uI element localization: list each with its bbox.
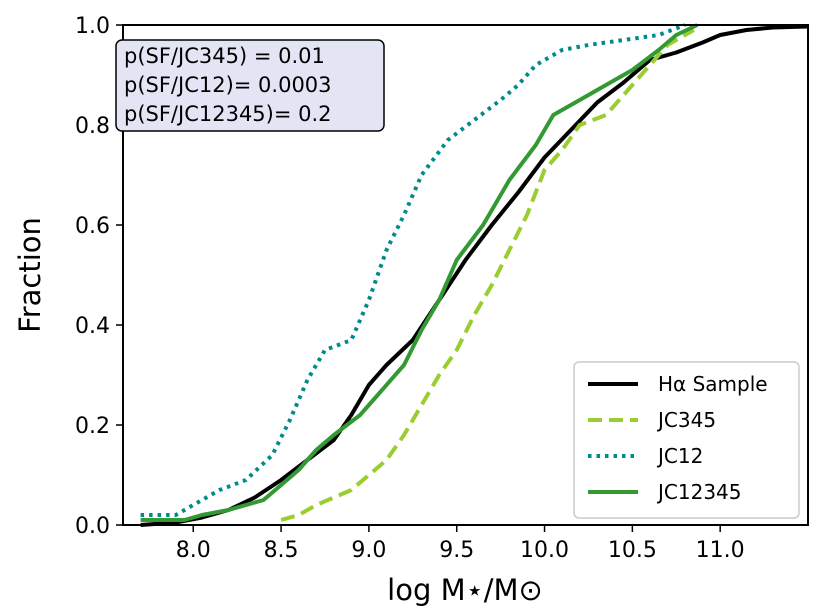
legend-box (573, 361, 800, 519)
plot-frame (122, 24, 809, 526)
annotation-line-3: p(SF/JC12345)= 0.2 (124, 102, 332, 126)
annotation-line-1: p(SF/JC345) = 0.01 (124, 44, 325, 68)
annotation-box: p(SF/JC345) = 0.01 p(SF/JC12)= 0.0003 p(… (115, 39, 385, 132)
x-tick-label: 9.0 (351, 538, 386, 563)
x-tick-label: 8.0 (176, 538, 211, 563)
series-line-h-sample (140, 24, 809, 527)
x-axis: 8.0 8.5 9.0 9.5 10.0 10.5 11.0 (176, 525, 745, 563)
y-tick-label: 0.2 (75, 414, 110, 439)
legend-label: Hα Sample (658, 372, 768, 396)
series-line-jc345 (280, 28, 695, 522)
x-axis-label: log M⋆/M⊙ (387, 573, 543, 607)
x-tick-label: 8.5 (264, 538, 299, 563)
y-tick-label: 0.0 (75, 514, 110, 539)
y-tick-label: 0.4 (75, 314, 110, 339)
legend-label: JC12345 (656, 480, 742, 504)
y-tick-label: 0.6 (75, 214, 110, 239)
series-line-jc12345 (140, 23, 699, 522)
y-tick-label: 1.0 (75, 14, 110, 39)
annotation-background (115, 39, 385, 132)
x-tick-label: 10.5 (608, 538, 657, 563)
plot-area (140, 23, 809, 527)
legend: Hα Sample JC345 JC12 JC12345 (573, 361, 800, 519)
y-tick-label: 0.8 (75, 114, 110, 139)
annotation-line-2: p(SF/JC12)= 0.0003 (124, 73, 332, 97)
x-tick-label: 11.0 (696, 538, 745, 563)
legend-label: JC345 (656, 408, 716, 432)
x-tick-label: 10.0 (520, 538, 569, 563)
x-tick-label: 9.5 (439, 538, 474, 563)
legend-label: JC12 (656, 444, 703, 468)
y-axis: 0.0 0.2 0.4 0.6 0.8 1.0 (75, 14, 123, 539)
y-axis-label: Fraction (13, 217, 47, 333)
